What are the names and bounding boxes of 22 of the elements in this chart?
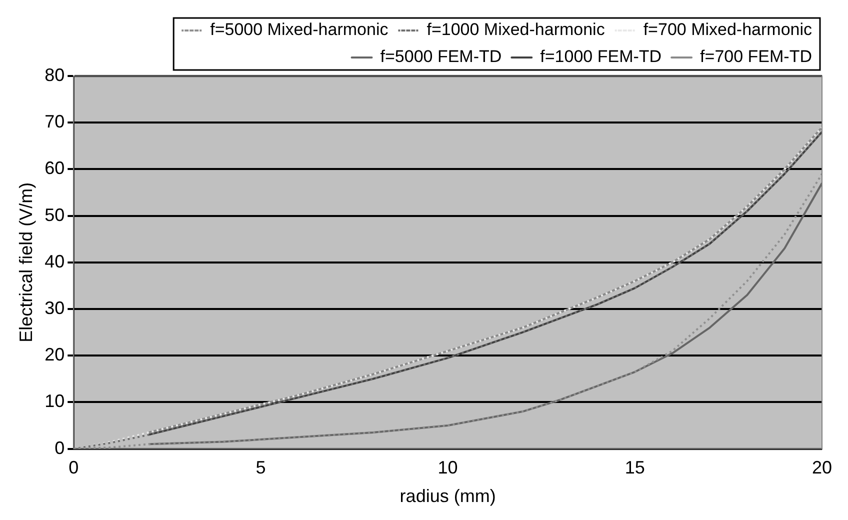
y-tick-label: 20 bbox=[44, 344, 65, 365]
y-tick-label: 50 bbox=[44, 204, 65, 225]
y-tick-label: 60 bbox=[44, 158, 65, 178]
y-tick-label: 80 bbox=[44, 64, 65, 85]
legend-label: f=1000 FEM-TD bbox=[540, 47, 662, 66]
y-tick-label: 40 bbox=[44, 251, 65, 272]
legend-label: f=700 FEM-TD bbox=[700, 47, 812, 66]
x-tick-label: 15 bbox=[624, 458, 645, 478]
y-tick-label: 70 bbox=[44, 112, 65, 132]
x-tick-label: 0 bbox=[68, 458, 79, 478]
x-tick-label: 5 bbox=[256, 458, 266, 478]
y-axis-title: Electrical field (V/m) bbox=[16, 182, 36, 342]
x-tick-label: 20 bbox=[812, 458, 832, 478]
y-tick-label: 10 bbox=[44, 391, 65, 412]
x-tick-label: 10 bbox=[438, 458, 458, 478]
legend-label: f=5000 Mixed-harmonic bbox=[210, 20, 389, 40]
legend-label: f=5000 FEM-TD bbox=[380, 47, 502, 66]
x-axis-title: radius (mm) bbox=[400, 486, 496, 506]
y-tick-label: 0 bbox=[54, 438, 65, 458]
y-tick-label: 30 bbox=[44, 298, 65, 318]
legend-label: f=1000 Mixed-harmonic bbox=[426, 20, 606, 40]
legend-label: f=700 Mixed-harmonic bbox=[643, 20, 812, 40]
